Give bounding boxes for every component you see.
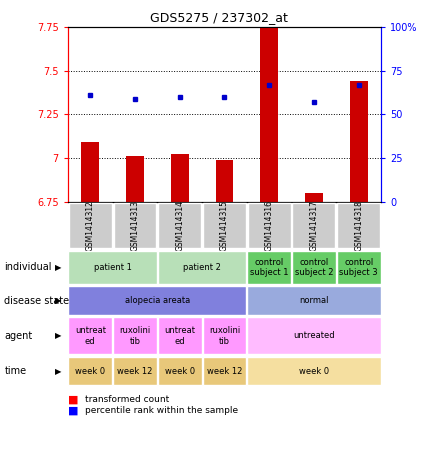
Text: GSM1414317: GSM1414317 [310,200,318,251]
Text: control
subject 2: control subject 2 [295,258,333,277]
Text: agent: agent [4,331,32,341]
Text: percentile rank within the sample: percentile rank within the sample [85,406,239,415]
Bar [292,251,336,284]
Text: ▶: ▶ [55,367,61,376]
Text: ruxolini
tib: ruxolini tib [120,326,151,346]
Bar [202,357,247,386]
Bar [68,286,247,315]
Text: week 0: week 0 [299,367,329,376]
Text: transformed count: transformed count [85,395,170,404]
Bar [158,251,247,284]
Bar [158,202,201,248]
Bar [171,154,189,202]
Bar [68,251,157,284]
Bar [247,286,381,315]
Text: GSM1414312: GSM1414312 [86,200,95,251]
Text: GSM1414316: GSM1414316 [265,200,274,251]
Bar [247,251,291,284]
Text: patient 1: patient 1 [94,263,131,272]
Text: untreat
ed: untreat ed [75,326,106,346]
Text: GSM1414313: GSM1414313 [131,200,139,251]
Text: ■: ■ [68,395,78,405]
Text: ▶: ▶ [55,296,61,305]
Text: individual: individual [4,262,52,273]
Text: time: time [4,366,27,376]
Text: disease state: disease state [4,295,70,306]
Text: week 0: week 0 [165,367,195,376]
Text: GDS5275 / 237302_at: GDS5275 / 237302_at [150,11,288,24]
Text: ■: ■ [68,406,78,416]
Bar [305,193,323,202]
Text: week 12: week 12 [117,367,153,376]
Text: alopecia areata: alopecia areata [125,296,190,305]
Bar [247,357,381,386]
Bar [68,357,112,386]
Bar [113,357,157,386]
Text: GSM1414318: GSM1414318 [354,200,363,251]
Text: control
subject 1: control subject 1 [250,258,289,277]
Bar [247,318,381,354]
Bar [68,318,112,354]
Bar [81,142,99,202]
Text: GSM1414314: GSM1414314 [175,200,184,251]
Text: untreat
ed: untreat ed [164,326,195,346]
Bar [158,318,201,354]
Bar [337,251,381,284]
Bar [202,318,247,354]
Text: week 12: week 12 [207,367,242,376]
Bar [293,202,336,248]
Text: control
subject 3: control subject 3 [339,258,378,277]
Text: patient 2: patient 2 [183,263,221,272]
Text: untreated: untreated [293,332,335,340]
Bar [215,160,233,202]
Bar [203,202,246,248]
Bar [350,81,367,202]
Bar [126,156,144,202]
Bar [260,24,278,202]
Text: ▶: ▶ [55,263,61,272]
Bar [158,357,201,386]
Text: ruxolini
tib: ruxolini tib [209,326,240,346]
Bar [113,318,157,354]
Text: GSM1414315: GSM1414315 [220,200,229,251]
Text: ▶: ▶ [55,332,61,340]
Bar [248,202,291,248]
Bar [337,202,380,248]
Text: normal: normal [299,296,328,305]
Bar [69,202,112,248]
Bar [113,202,156,248]
Text: week 0: week 0 [75,367,105,376]
